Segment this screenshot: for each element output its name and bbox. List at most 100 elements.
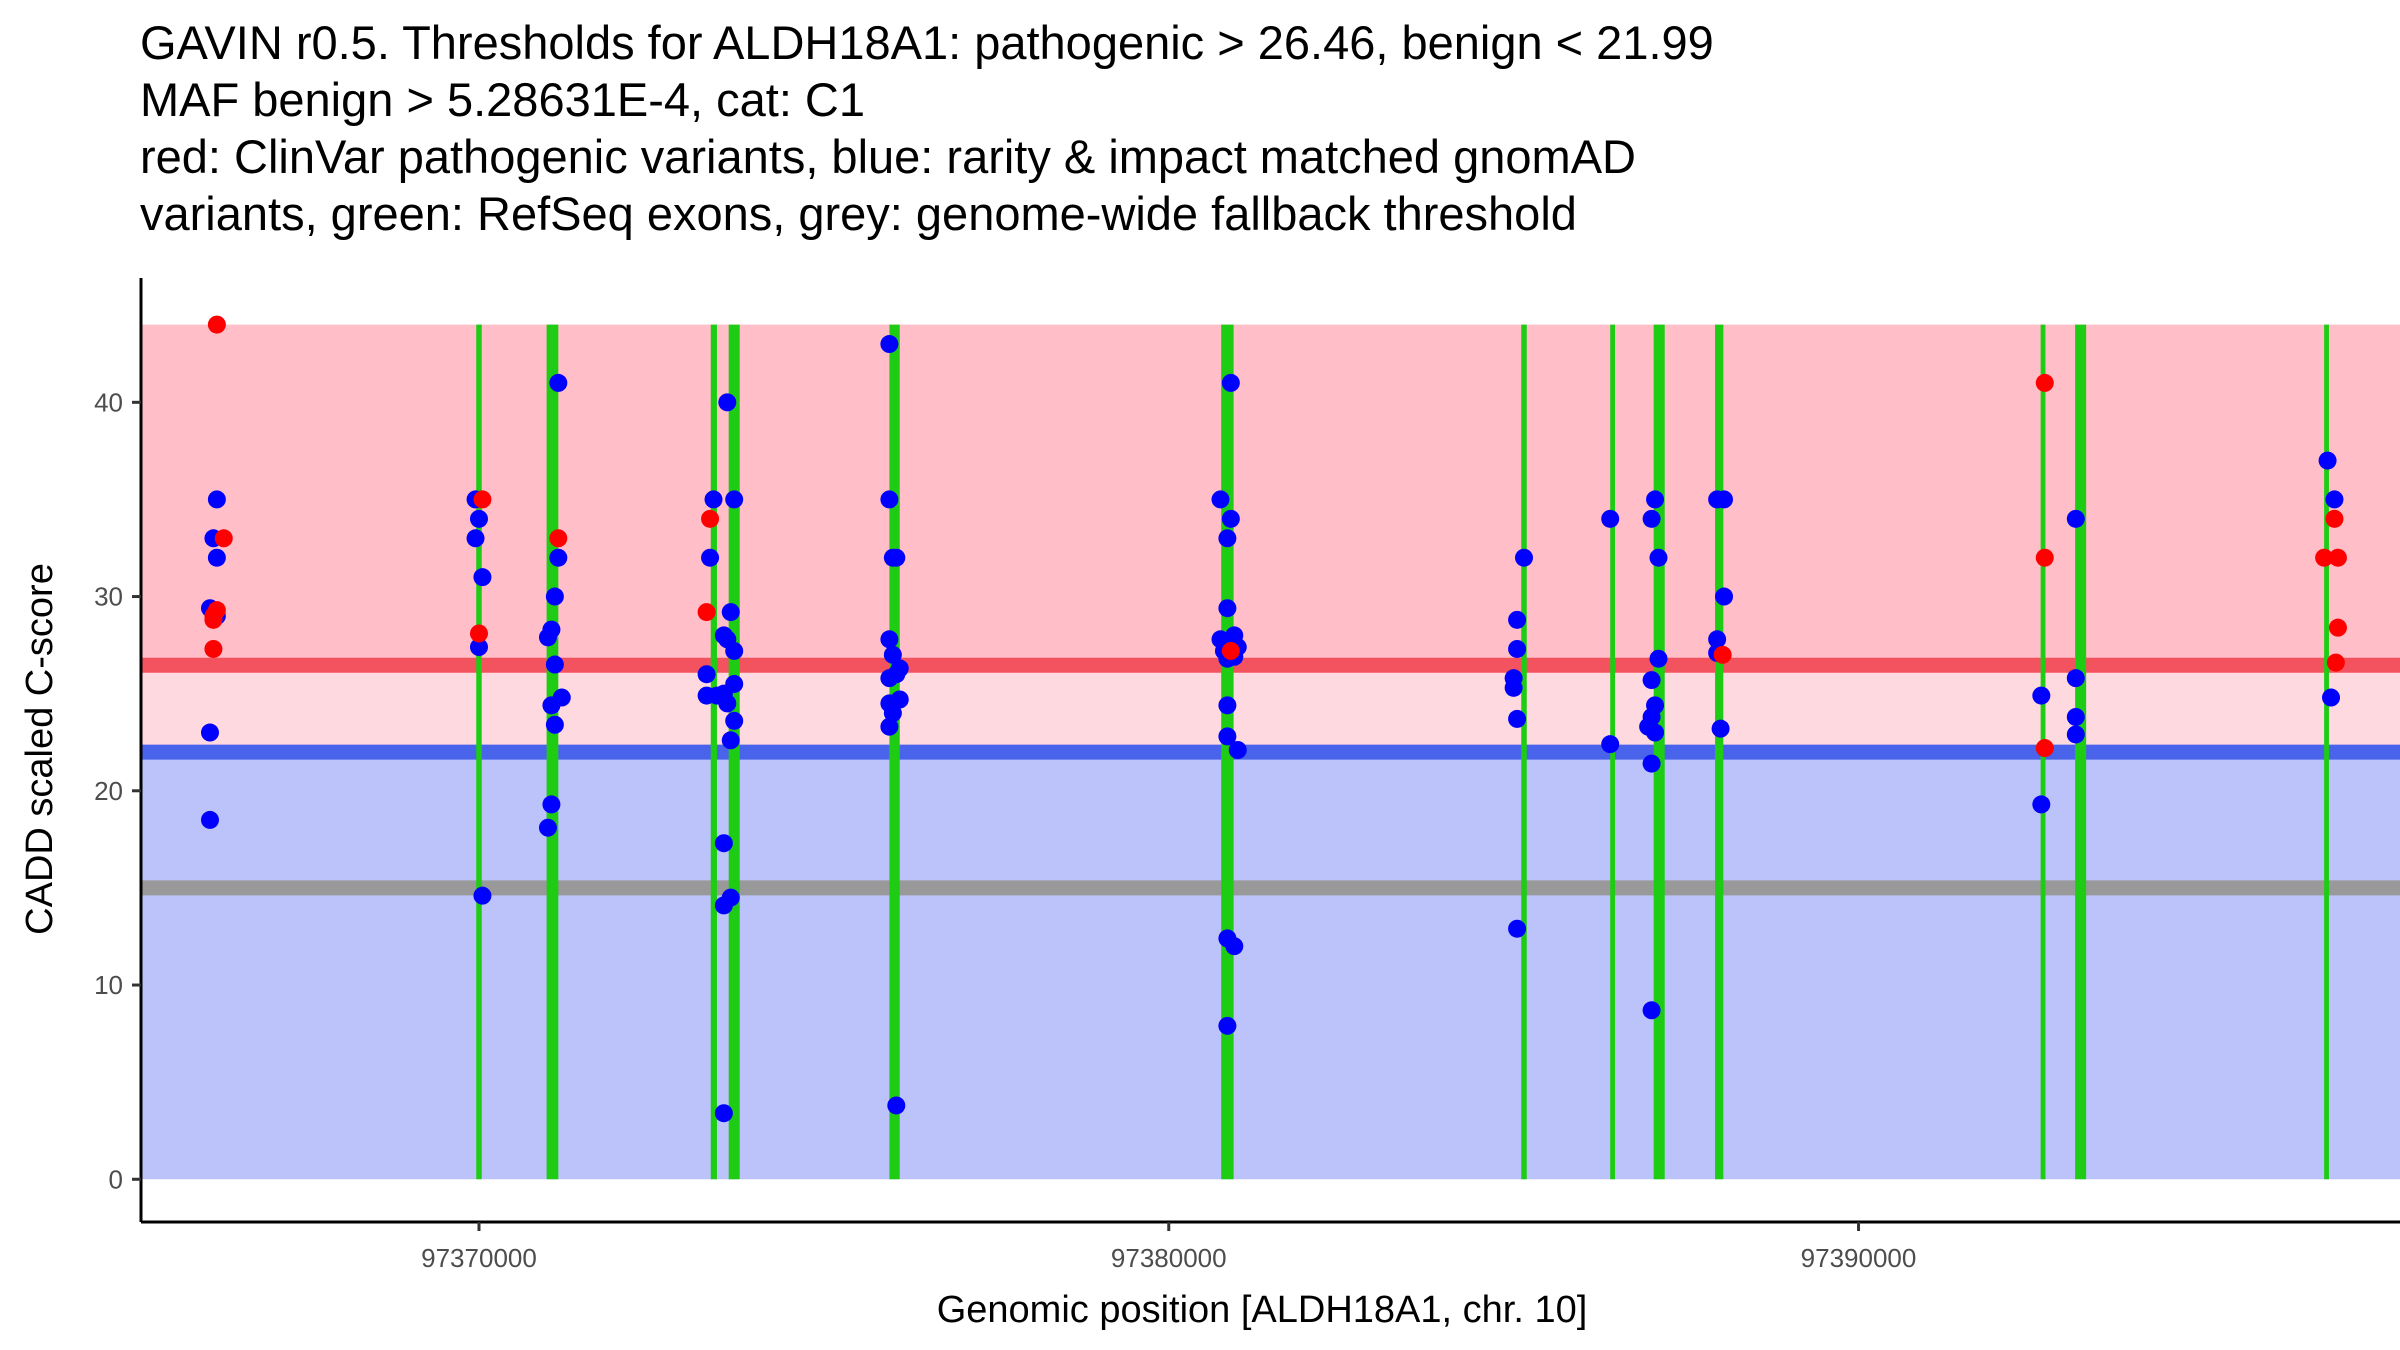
- title-line-3: red: ClinVar pathogenic variants, blue: …: [140, 130, 1636, 183]
- clinvar-point: [1221, 641, 1240, 660]
- gnomad-point: [542, 696, 561, 715]
- gnomad-point: [1221, 509, 1240, 528]
- gnomad-point: [1715, 490, 1734, 509]
- gnomad-point: [1508, 919, 1527, 938]
- gnomad-point: [1228, 741, 1247, 759]
- exon-4: [728, 324, 740, 1180]
- gnomad-point: [697, 665, 716, 684]
- threshold-lines: [141, 657, 2400, 896]
- axes: [139, 278, 2400, 1224]
- gnomad-point: [538, 628, 557, 647]
- clinvar-point: [207, 315, 226, 334]
- clinvar-point: [2035, 548, 2054, 567]
- gnomad-point: [1218, 1016, 1237, 1035]
- gnomad-point: [1601, 735, 1620, 754]
- clinvar-point: [701, 509, 720, 528]
- gnomad-point: [721, 603, 740, 622]
- gnomad-point: [725, 641, 744, 660]
- x-axis-title: Genomic position [ALDH18A1, chr. 10]: [937, 1289, 1588, 1331]
- clinvar-point: [2035, 739, 2054, 758]
- gnomad-point: [545, 715, 564, 734]
- threshold-zones: [141, 324, 2400, 1180]
- gnomad-point: [1708, 630, 1727, 649]
- gnomad-point: [2066, 669, 2085, 688]
- clinvar-point: [204, 610, 223, 629]
- gnomad-point: [718, 393, 737, 412]
- gnomad-point: [880, 630, 899, 649]
- gnomad-point: [2066, 707, 2085, 726]
- gnomad-point: [1218, 599, 1237, 618]
- y-axis-title: CADD scaled C-score: [19, 563, 61, 935]
- clinvar-point: [2325, 509, 2344, 528]
- gnomad-point: [466, 529, 485, 548]
- gnomad-point: [2066, 725, 2085, 744]
- gnomad-point: [714, 1104, 733, 1123]
- benign-zone: [141, 752, 2400, 1180]
- gnomad-point: [542, 795, 561, 814]
- clinvar-point: [2328, 618, 2347, 637]
- exon-1: [476, 324, 482, 1180]
- clinvar-point: [204, 639, 223, 658]
- gnomad-point: [469, 638, 488, 657]
- exon-12: [2075, 324, 2087, 1180]
- gnomad-point: [714, 834, 733, 853]
- y-tick-label: 20: [94, 776, 123, 806]
- gnomad-point: [1642, 509, 1661, 528]
- exon-13: [2324, 324, 2329, 1180]
- gnomad-point: [538, 818, 557, 837]
- gnomad-point: [545, 655, 564, 674]
- gnomad-point: [718, 694, 737, 713]
- variant-points: [200, 315, 2347, 1123]
- gnomad-point: [2032, 686, 2051, 705]
- gnomad-point: [1211, 490, 1230, 509]
- title-line-4: variants, green: RefSeq exons, grey: gen…: [140, 187, 1577, 240]
- gnomad-point: [883, 704, 902, 723]
- gnomad-point: [1508, 639, 1527, 658]
- chart-title: GAVIN r0.5. Thresholds for ALDH18A1: pat…: [140, 14, 2340, 242]
- exon-2: [546, 324, 559, 1180]
- gnomad-point: [2322, 688, 2341, 707]
- y-tick-label: 30: [94, 582, 123, 612]
- exon-3: [710, 324, 717, 1180]
- clinvar-point: [2328, 548, 2347, 567]
- gnomad-point: [725, 490, 744, 509]
- clinvar-point: [469, 624, 488, 643]
- gnomad-point: [880, 669, 899, 688]
- gnomad-point: [545, 587, 564, 606]
- x-tick-label: 97380000: [1111, 1243, 1227, 1273]
- axis-ticks: 0 10 20 30 40 97370000 97380000 97390000: [94, 387, 1916, 1273]
- gnomad-point: [200, 810, 219, 829]
- gnomad-point: [1221, 373, 1240, 392]
- gnomad-point: [549, 548, 568, 567]
- gnomad-point: [1514, 548, 1533, 567]
- gnomad-point: [1218, 529, 1237, 548]
- clinvar-point: [2326, 653, 2345, 672]
- y-tick-label: 40: [94, 387, 123, 417]
- gnomad-point: [880, 335, 899, 354]
- gnomad-point: [887, 548, 906, 567]
- gnomad-point: [207, 490, 226, 509]
- clinvar-point: [214, 529, 233, 548]
- gnomad-point: [1218, 727, 1237, 746]
- gnomad-point: [1218, 696, 1237, 715]
- x-tick-label: 97370000: [421, 1243, 537, 1273]
- gnomad-point: [2325, 490, 2344, 509]
- exon-7: [1521, 324, 1527, 1180]
- y-tick-label: 10: [94, 970, 123, 1000]
- gnomad-point: [1715, 587, 1734, 606]
- gnomad-point: [473, 886, 492, 905]
- gnomad-point: [1225, 937, 1244, 956]
- gnomad-point: [549, 373, 568, 392]
- clinvar-point: [473, 490, 492, 509]
- gnomad-point: [1508, 610, 1527, 629]
- y-tick-label: 0: [109, 1164, 123, 1194]
- gnomad-point: [1711, 719, 1730, 738]
- gnomad-point: [725, 711, 744, 730]
- gnomad-point: [207, 548, 226, 567]
- gnomad-point: [473, 568, 492, 587]
- gnomad-point: [469, 509, 488, 528]
- gnomad-point: [1642, 671, 1661, 690]
- clinvar-point: [549, 529, 568, 548]
- gnomad-point: [2066, 509, 2085, 528]
- gnomad-point: [1649, 548, 1668, 567]
